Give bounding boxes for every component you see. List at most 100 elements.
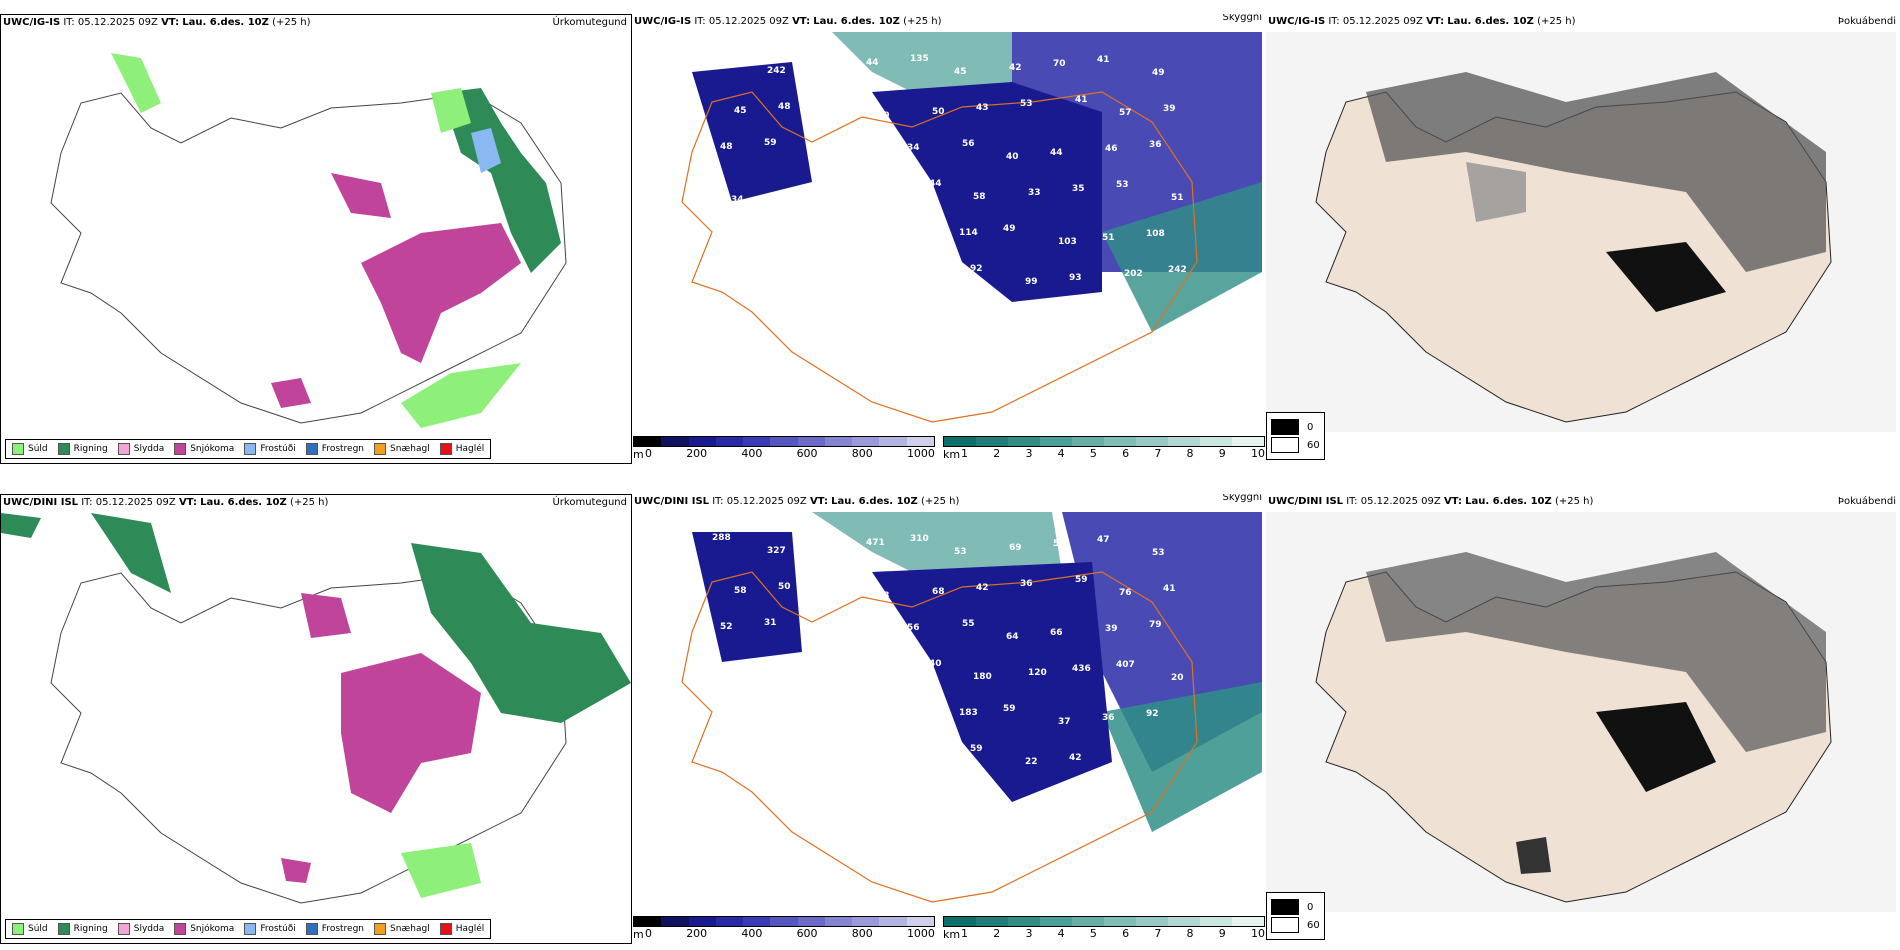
- legend-item: Frostúði: [244, 923, 296, 935]
- visibility-value-label: 70: [882, 272, 895, 282]
- visibility-value-label: 50: [778, 582, 791, 592]
- colorbar-swatch: [1200, 917, 1232, 926]
- visibility-value-label: 36: [717, 711, 730, 721]
- visibility-value-label: 69: [1009, 543, 1022, 553]
- fog-legend: 0 60: [1266, 412, 1325, 460]
- colorbar-swatch: [944, 437, 976, 446]
- visibility-map: 288 327 246 471 310 53 69 57 47 53 58 50 52 43 68 42 36 5…: [681, 512, 1262, 903]
- visibility-value-label: 41: [1163, 584, 1176, 594]
- visibility-value-label: 51: [926, 268, 939, 278]
- fog-map: [1266, 512, 1896, 912]
- colorbar-swatch: [944, 917, 976, 926]
- colorbar-swatch: [797, 917, 825, 926]
- visibility-value-label: 43: [877, 591, 890, 601]
- visibility-value-label: 246: [811, 542, 830, 552]
- visibility-value-label: 120: [1028, 668, 1047, 678]
- visibility-value-label: 33: [827, 756, 840, 766]
- panel-header: UWC/IG-IS IT: 05.12.2025 09Z VT: Lau. 6.…: [3, 17, 311, 28]
- tick-label: 7: [1154, 927, 1162, 940]
- colorbar-swatch: [1104, 437, 1136, 446]
- visibility-value-label: 53: [1020, 99, 1033, 109]
- panel-title: Skyggni: [1222, 14, 1262, 23]
- visibility-value-label: 41: [1097, 55, 1110, 65]
- colorbar-swatch: [797, 437, 825, 446]
- tick-label: 3: [1025, 447, 1033, 460]
- unit-label: m: [633, 448, 644, 461]
- visibility-value-label: 59: [1003, 704, 1016, 714]
- visibility-value-label: 135: [910, 54, 929, 64]
- colorbar-swatch: [661, 917, 689, 926]
- colorbar-swatch: [634, 917, 662, 926]
- visibility-value-label: 310: [910, 534, 929, 544]
- tick-label: 800: [851, 447, 873, 460]
- visibility-value-label: 114: [959, 228, 978, 238]
- visibility-value-label: 69: [786, 671, 799, 681]
- visibility-value-label: 103: [1058, 237, 1077, 247]
- colorbar-swatch: [852, 437, 880, 446]
- unit-label: km: [943, 928, 961, 941]
- fog-panel-bottom: UWC/DINI ISL IT: 05.12.2025 09Z VT: Lau.…: [1266, 494, 1900, 944]
- visibility-value-label: 31: [808, 631, 821, 641]
- visibility-value-label: 40: [929, 659, 942, 669]
- precip-areas: [111, 53, 561, 428]
- colorbar-swatch: [1040, 437, 1072, 446]
- tick-label: 9: [1218, 927, 1226, 940]
- colorbar-swatch: [976, 437, 1008, 446]
- visibility-value-label: 42: [976, 583, 989, 593]
- visibility-value-label: 242: [1168, 265, 1187, 275]
- visibility-value-label: 48: [778, 102, 791, 112]
- visibility-value-label: 41: [1075, 95, 1088, 105]
- visibility-value-label: 254: [904, 712, 923, 722]
- visibility-value-label: 180: [973, 672, 992, 682]
- visibility-value-label: 54: [739, 267, 752, 277]
- visibility-value-label: 32: [786, 191, 799, 201]
- fog-legend-value: 0: [1307, 901, 1314, 913]
- visibility-value-label: 261: [816, 703, 835, 713]
- visibility-value-labels: 288 327 246 471 310 53 69 57 47 53 58 50 52 43 68 42 36 5…: [712, 533, 1184, 767]
- visibility-value-label: 39: [1105, 624, 1118, 634]
- colorbar-swatch: [1136, 437, 1168, 446]
- visibility-value-label: 263: [860, 716, 879, 726]
- tick-label: 2: [993, 447, 1001, 460]
- colorbar-swatch: [743, 917, 771, 926]
- visibility-value-label: 36: [1149, 140, 1162, 150]
- visibility-value-label: 43: [813, 312, 826, 322]
- visibility-value-label: 53: [954, 547, 967, 557]
- tick-label: 9: [1218, 447, 1226, 460]
- visibility-value-label: 37: [1058, 717, 1071, 727]
- visibility-value-label: 56: [907, 623, 920, 633]
- visibility-value-label: 99: [1025, 277, 1038, 287]
- colorbar-swatch: [1232, 437, 1264, 446]
- visibility-value-label: 66: [717, 231, 730, 241]
- legend-item: Haglél: [439, 923, 484, 935]
- visibility-value-label: 50: [932, 107, 945, 117]
- precip-legend: Súld Rigning Slydda Snjókoma Frostúði Fr…: [5, 439, 492, 459]
- visibility-value-label: 51: [1102, 233, 1115, 243]
- visibility-value-label: 55: [962, 619, 975, 629]
- precip-map: [50, 53, 567, 428]
- vis-panel-bottom: UWC/DINI ISL IT: 05.12.2025 09Z VT: Lau.…: [632, 494, 1266, 944]
- fog-legend-value: 60: [1307, 919, 1320, 931]
- visibility-value-label: 46: [1105, 144, 1118, 154]
- visibility-value-label: 35: [1072, 184, 1085, 194]
- visibility-value-label: 40: [1006, 152, 1019, 162]
- panel-header: UWC/IG-IS IT: 05.12.2025 09Z VT: Lau. 6.…: [1268, 16, 1576, 27]
- colorbar-swatch: [1168, 437, 1200, 446]
- colorbar-swatch: [770, 437, 798, 446]
- visibility-value-label: 38: [912, 321, 925, 331]
- visibility-value-label: 288: [712, 533, 731, 543]
- colorbar-swatch: [1168, 917, 1200, 926]
- visibility-value-label: 44: [929, 179, 942, 189]
- visibility-value-label: 59: [970, 744, 983, 754]
- visibility-value-label: 471: [866, 538, 885, 548]
- legend-item: Snæhagl: [374, 923, 430, 935]
- panel-title: Þokuábendi: [1837, 16, 1896, 27]
- fog-legend-value: 60: [1307, 439, 1320, 451]
- visibility-value-label: 20: [1171, 673, 1184, 683]
- visibility-value-label: 31: [764, 618, 777, 628]
- legend-item: Frostúði: [244, 443, 296, 455]
- colorbar-swatch: [1200, 437, 1232, 446]
- tick-label: 3: [1025, 927, 1033, 940]
- colorbar-swatch: [1008, 917, 1040, 926]
- visibility-value-label: 108: [1146, 229, 1165, 239]
